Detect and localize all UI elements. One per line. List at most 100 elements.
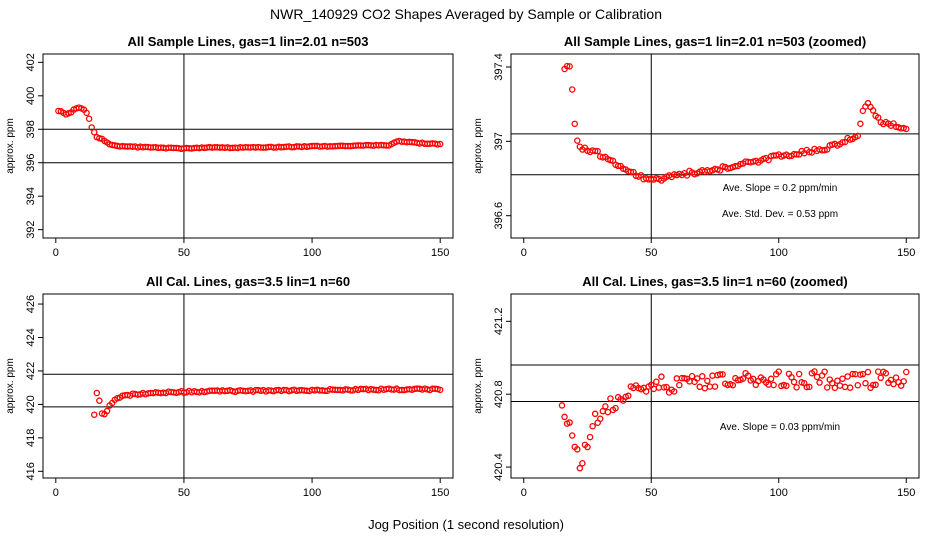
data-point xyxy=(579,459,586,467)
data-point xyxy=(706,383,714,390)
data-point xyxy=(729,381,737,389)
y-tick-label: 397.4 xyxy=(493,53,505,81)
data-point xyxy=(892,374,900,381)
x-tick-label: 0 xyxy=(53,247,59,259)
y-tick-label: 397 xyxy=(493,132,505,150)
data-point xyxy=(658,373,665,380)
data-point xyxy=(821,368,828,375)
y-tick-label: 418 xyxy=(25,429,37,447)
data-point xyxy=(96,397,103,404)
data-point xyxy=(775,368,783,375)
figure-xlabel: Jog Position (1 second resolution) xyxy=(368,517,564,532)
x-tick-label: 50 xyxy=(178,247,190,259)
plot-frame xyxy=(42,53,454,239)
data-point xyxy=(650,385,658,393)
panel-title: All Sample Lines, gas=1 lin=2.01 n=503 (… xyxy=(564,34,866,49)
data-point xyxy=(890,380,897,388)
data-point xyxy=(857,120,864,128)
y-tick-label: 416 xyxy=(25,462,37,480)
data-point xyxy=(591,410,599,418)
data-point xyxy=(660,384,668,391)
y-tick-label: 422 xyxy=(25,362,37,380)
x-tick-label: 100 xyxy=(770,247,788,259)
data-point xyxy=(586,433,594,441)
data-point xyxy=(869,381,877,389)
data-point xyxy=(85,115,93,123)
data-point xyxy=(839,139,846,146)
data-point xyxy=(739,375,747,382)
chart-panel-2: All Sample Lines, gas=1 lin=2.01 n=503 (… xyxy=(473,34,920,259)
data-point xyxy=(788,373,795,381)
y-tick-label: 426 xyxy=(25,295,37,313)
data-point xyxy=(574,446,581,453)
data-point xyxy=(436,386,444,394)
data-point xyxy=(584,443,591,451)
x-tick-label: 100 xyxy=(770,487,788,499)
data-point xyxy=(563,62,571,70)
data-point xyxy=(594,147,601,155)
data-point xyxy=(597,415,604,422)
chart-panel-1: All Sample Lines, gas=1 lin=2.01 n=503 ap… xyxy=(5,34,454,259)
panel-annotation: Ave. Slope = 0.2 ppm/min xyxy=(723,183,838,194)
data-point xyxy=(862,379,869,387)
data-point xyxy=(625,392,632,400)
data-point xyxy=(849,370,856,378)
y-tick-label: 420 xyxy=(25,395,37,413)
y-tick-label: 402 xyxy=(25,53,37,71)
data-point xyxy=(566,419,573,426)
data-point xyxy=(831,384,839,392)
data-point xyxy=(806,383,813,391)
data-point xyxy=(767,375,775,383)
data-point xyxy=(744,372,752,379)
data-point xyxy=(874,368,882,375)
data-point xyxy=(436,140,444,148)
data-point xyxy=(655,384,663,391)
x-tick-label: 0 xyxy=(521,247,527,259)
data-point xyxy=(874,114,882,121)
data-point xyxy=(91,129,98,136)
data-point xyxy=(793,151,800,158)
x-tick-label: 0 xyxy=(53,487,59,499)
data-point xyxy=(612,404,619,412)
data-point xyxy=(872,381,879,389)
data-point xyxy=(795,370,803,378)
plot-frame xyxy=(510,293,920,479)
data-point xyxy=(558,402,566,409)
data-point xyxy=(103,407,111,415)
data-point xyxy=(841,383,849,391)
data-point xyxy=(903,368,910,376)
data-point xyxy=(900,378,907,385)
data-point xyxy=(869,107,877,114)
data-point xyxy=(571,120,579,128)
data-point xyxy=(859,370,867,378)
data-point xyxy=(88,124,95,131)
data-point xyxy=(576,464,584,472)
panels: All Sample Lines, gas=1 lin=2.01 n=503 ap… xyxy=(5,34,920,499)
panel-annotation: Ave. Std. Dev. = 0.53 ppm xyxy=(722,209,838,220)
y-tick-label: 396 xyxy=(25,154,37,172)
data-point xyxy=(653,378,660,385)
data-point xyxy=(673,375,681,382)
chart-panel-4: All Cal. Lines, gas=3.5 lin=1 n=60 (zoom… xyxy=(473,274,920,499)
data-point xyxy=(642,388,650,395)
data-point xyxy=(823,384,831,391)
data-point xyxy=(882,370,890,377)
figure-title: NWR_140929 CO2 Shapes Averaged by Sample… xyxy=(270,6,662,22)
y-axis-label: approx. ppm xyxy=(473,358,484,414)
data-point xyxy=(816,379,823,386)
data-point xyxy=(806,148,813,156)
x-tick-label: 50 xyxy=(645,247,657,259)
data-point xyxy=(844,373,851,380)
data-point xyxy=(793,384,800,391)
data-point xyxy=(716,371,724,378)
data-point xyxy=(627,168,635,176)
data-point xyxy=(704,377,711,385)
data-point xyxy=(591,147,599,155)
data-point xyxy=(568,432,576,439)
panel-title: All Sample Lines, gas=1 lin=2.01 n=503 xyxy=(128,34,369,49)
y-axis-label: approx. ppm xyxy=(5,358,16,414)
data-point xyxy=(783,382,790,390)
y-tick-label: 396.6 xyxy=(493,202,505,230)
chart-panel-3: All Cal. Lines, gas=3.5 lin=1 n=60 approx… xyxy=(5,274,454,499)
data-point xyxy=(607,395,614,402)
